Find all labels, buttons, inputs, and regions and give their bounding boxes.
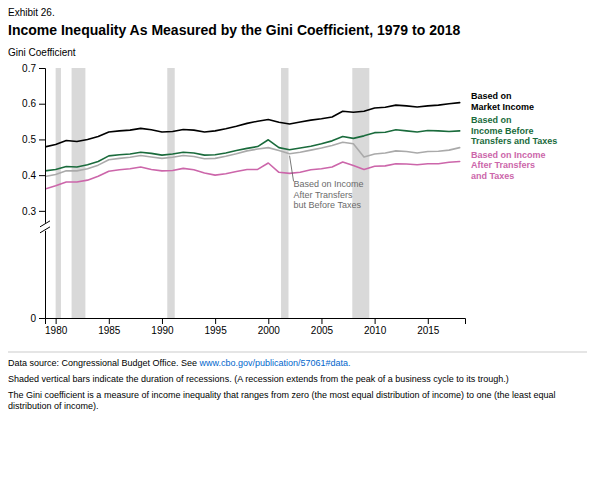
x-tick-mark xyxy=(321,318,322,324)
label-line: but Before Taxes xyxy=(294,200,362,210)
x-tick-label: 1980 xyxy=(45,325,68,336)
y-tick-mark xyxy=(39,175,45,176)
x-tick-label: 1990 xyxy=(151,325,174,336)
exhibit-label: Exhibit 26. xyxy=(8,7,55,18)
x-axis: 1980 1985 1990 1995 2000 2005 2010 2015 xyxy=(45,318,465,336)
series-line xyxy=(45,103,460,147)
y-tick-label: 0.4 xyxy=(22,170,36,181)
x-tick-mark xyxy=(375,318,376,324)
y-tick-mark xyxy=(39,68,45,69)
x-tick-label: 1985 xyxy=(98,325,121,336)
x-tick-label: 2010 xyxy=(364,325,387,336)
x-tick-label: 2015 xyxy=(417,325,440,336)
footnote: Data source: Congressional Budget Office… xyxy=(8,358,199,368)
axis-break xyxy=(40,221,50,233)
x-tick: 2005 xyxy=(311,318,334,336)
series-label-leader xyxy=(290,156,294,182)
recession-bar xyxy=(352,68,369,318)
chart: Exhibit 26. Income Inequality As Measured… xyxy=(0,0,595,484)
plot-area xyxy=(45,68,460,318)
x-tick: 1980 xyxy=(45,318,68,336)
label-line: After Transfers xyxy=(471,161,535,171)
y-axis-label: Gini Coefficient xyxy=(8,47,76,58)
x-tick-mark xyxy=(56,318,57,324)
x-tick-mark xyxy=(109,318,110,324)
x-tick-mark xyxy=(428,318,429,324)
separator xyxy=(8,352,587,353)
x-tick: 2010 xyxy=(364,318,387,336)
y-tick: 0 xyxy=(30,313,45,324)
y-axis-line xyxy=(39,69,46,319)
x-tick: 1990 xyxy=(151,318,174,336)
y-tick: 0.3 xyxy=(22,206,45,217)
series-label: Based on IncomeAfter Transfersand Taxes xyxy=(471,150,546,181)
title: Income Inequality As Measured by the Gin… xyxy=(8,22,460,38)
y-tick-mark xyxy=(39,211,45,212)
footnote-line: The Gini coefficient is a measure of inc… xyxy=(8,390,556,400)
footnote: The Gini coefficient is a measure of inc… xyxy=(8,390,556,411)
x-axis-line xyxy=(46,319,466,325)
y-tick-label: 0.3 xyxy=(22,206,36,217)
y-tick: 0.4 xyxy=(22,170,45,181)
y-tick: 0.7 xyxy=(22,63,45,74)
y-tick-label: 0 xyxy=(30,313,36,324)
y-tick-mark xyxy=(39,318,45,319)
x-tick-mark xyxy=(162,318,163,324)
series-label: Based onIncome BeforeTransfers and Taxes xyxy=(471,116,557,147)
y-tick-mark xyxy=(39,139,45,140)
footnote: Shaded vertical bars indicate the durati… xyxy=(8,374,509,384)
y-tick-label: 0.7 xyxy=(22,63,36,74)
axis-break-mark xyxy=(40,221,50,227)
label-line: Based on Income xyxy=(294,179,364,189)
label-line: and Taxes xyxy=(471,171,514,181)
y-axis: 0 0.3 0.4 0.5 0.6 0.7 xyxy=(22,63,45,324)
y-tick: 0.6 xyxy=(22,98,45,109)
series-line xyxy=(45,162,460,190)
axis-break-mark xyxy=(40,227,50,233)
label-line: Based on xyxy=(471,92,512,102)
x-tick-label: 2000 xyxy=(258,325,281,336)
recession-bar xyxy=(56,68,61,318)
recession-bar xyxy=(281,68,288,318)
x-tick: 1985 xyxy=(98,318,121,336)
series-label: Based onMarket Income xyxy=(471,92,534,113)
x-tick-mark xyxy=(268,318,269,324)
recession-bar xyxy=(167,68,174,318)
label-line: Market Income xyxy=(471,102,534,112)
y-tick-mark xyxy=(39,104,45,105)
footnote-line: Shaded vertical bars indicate the durati… xyxy=(8,374,509,384)
label-line: Transfers and Taxes xyxy=(471,137,557,147)
x-tick-mark xyxy=(215,318,216,324)
y-tick: 0.5 xyxy=(22,134,45,145)
x-tick: 2015 xyxy=(417,318,440,336)
footnote-link: www.cbo.gov/publication/57061#data. xyxy=(198,358,350,368)
x-tick-label: 2005 xyxy=(311,325,334,336)
y-tick-label: 0.5 xyxy=(22,134,36,145)
footnote-line: distribution of income). xyxy=(8,401,99,411)
x-tick-label: 1995 xyxy=(205,325,228,336)
label-line: Income Before xyxy=(471,126,534,136)
recession-bar xyxy=(72,68,86,318)
label-line: Based on xyxy=(471,116,512,126)
series-label: Based on IncomeAfter Transfersbut Before… xyxy=(294,179,364,210)
y-tick-label: 0.6 xyxy=(22,98,36,109)
label-line: Based on Income xyxy=(471,150,546,160)
label-line: After Transfers xyxy=(294,190,354,200)
x-tick: 1995 xyxy=(205,318,228,336)
x-tick: 2000 xyxy=(258,318,281,336)
